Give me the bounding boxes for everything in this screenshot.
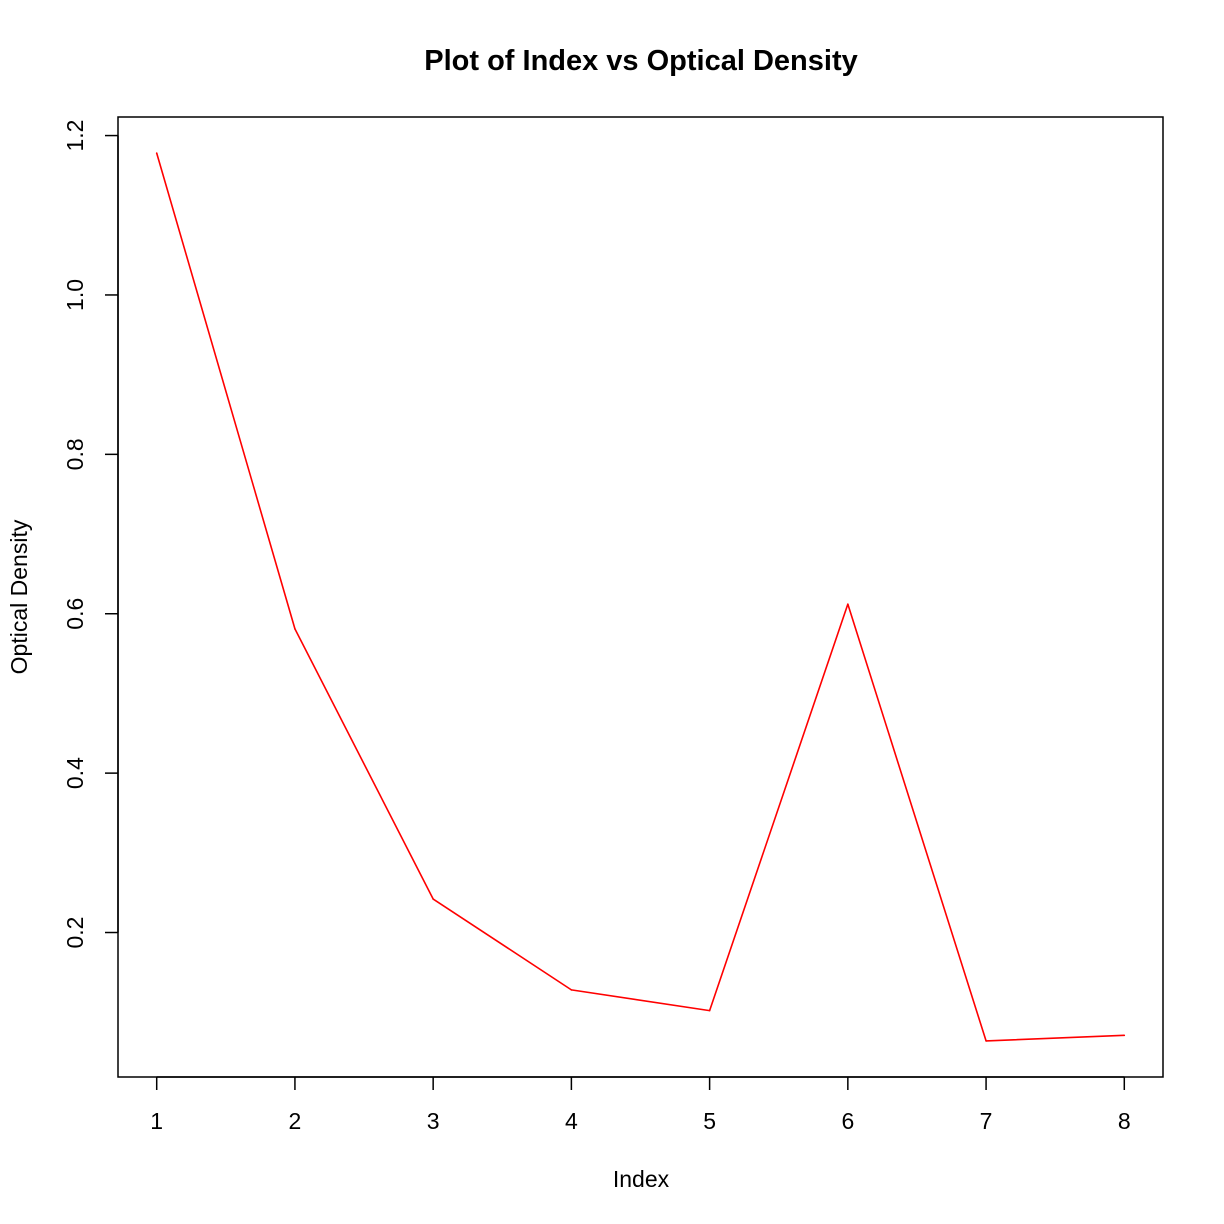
x-tick-label: 7 [980, 1108, 993, 1134]
data-point [708, 1009, 711, 1012]
data-point [1123, 1034, 1126, 1037]
x-tick-label: 8 [1118, 1108, 1131, 1134]
data-point [570, 989, 573, 991]
y-tick-label: 0.4 [62, 757, 88, 789]
data-point [432, 898, 434, 900]
x-tick-label: 2 [289, 1108, 302, 1134]
y-axis-title: Optical Density [6, 519, 32, 674]
data-point [155, 152, 158, 154]
data-point [985, 1040, 987, 1042]
data-point [294, 628, 296, 630]
data-point [847, 603, 849, 605]
y-tick-label: 0.6 [62, 598, 88, 630]
y-axis: 0.2 0.4 0.6 0.8 1.0 1.2 [62, 120, 119, 949]
plot-frame [117, 116, 1164, 1078]
series-layer [155, 152, 1126, 1042]
x-axis-title: Index [613, 1166, 670, 1192]
y-tick-label: 0.8 [62, 438, 88, 470]
x-tick-label: 5 [703, 1108, 716, 1134]
x-tick-label: 6 [841, 1108, 854, 1134]
x-tick-label: 4 [565, 1108, 578, 1134]
y-tick-label: 0.2 [62, 917, 88, 949]
x-tick-label: 3 [427, 1108, 440, 1134]
x-axis: 1 2 3 4 5 6 7 8 [150, 1076, 1131, 1134]
series-line [155, 152, 1125, 1042]
x-tick-label: 1 [150, 1108, 163, 1134]
y-tick-label: 1.2 [62, 120, 88, 152]
chart-title: Plot of Index vs Optical Density [424, 45, 858, 77]
y-tick-label: 1.0 [62, 279, 88, 311]
